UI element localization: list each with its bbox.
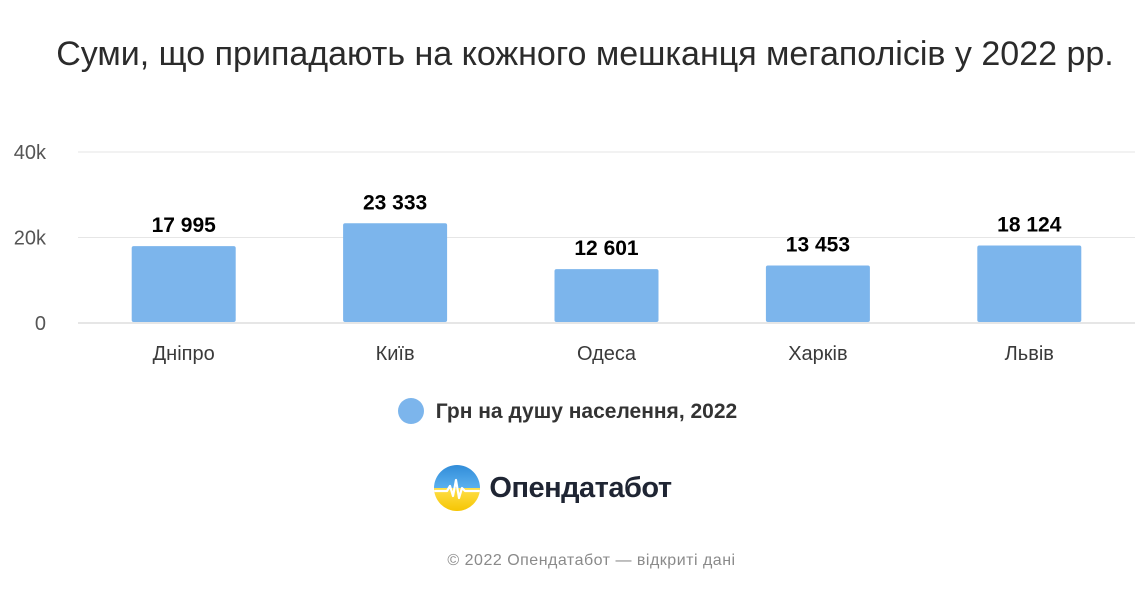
opendatabot-logo-icon [434,465,481,511]
x-tick-label: Дніпро [153,343,215,365]
legend-swatch [397,398,424,424]
bar[interactable] [977,245,1082,322]
bar-chart: 0 20k 40k 17 995 Дніпро 23 333 Київ 12 601 Одеса… [14,142,1135,365]
data-label: 17 995 [152,214,217,237]
x-tick-label: Харків [788,343,847,365]
legend-label: Грн на душу населення, 2022 [435,399,738,423]
bar[interactable] [765,265,870,322]
chart-title: Суми, що припадають на кожного мешканця … [56,35,1114,73]
opendatabot-logo: Опендатабот [0,464,1135,512]
data-label: 18 124 [997,214,1062,237]
logo-text: Опендатабот [489,471,672,504]
y-tick-label: 20k [14,228,47,250]
x-tick-label: Одеса [577,343,637,365]
x-tick-label: Львів [1005,343,1054,365]
data-label: 23 333 [363,191,427,214]
bar[interactable] [554,269,659,322]
credits[interactable]: © 2022 Опендатабот — відкриті дані [447,552,736,569]
y-tick-label: 0 [35,313,46,335]
bar[interactable] [131,246,236,322]
legend[interactable]: Грн на душу населення, 2022 [0,398,1135,424]
data-label: 12 601 [574,237,639,260]
bar[interactable] [343,223,448,322]
y-tick-label: 40k [14,142,47,164]
data-label: 13 453 [786,233,850,256]
x-tick-label: Київ [376,343,415,365]
